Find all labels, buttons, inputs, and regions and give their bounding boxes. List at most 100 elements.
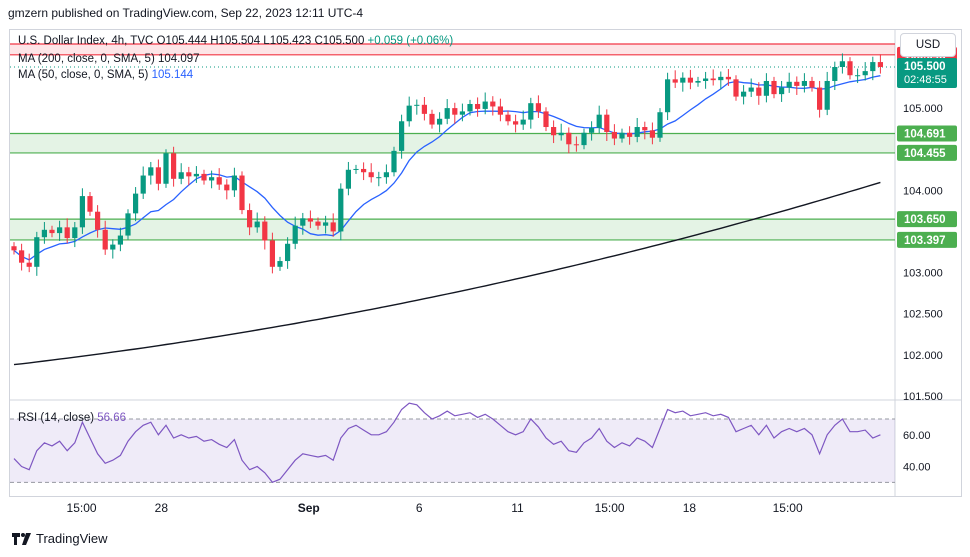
price-tag-label: 104.455	[904, 148, 946, 160]
candle-body	[452, 108, 458, 115]
candle-body	[756, 87, 762, 96]
candle-body	[779, 87, 785, 95]
ma200-value: 104.097	[157, 53, 200, 65]
candle-body	[459, 111, 465, 115]
rsi-legend[interactable]: RSI (14, close) 56.66	[18, 412, 126, 424]
candle-body	[725, 76, 731, 80]
candle-body	[824, 80, 830, 110]
candle-body	[361, 168, 367, 173]
currency-button[interactable]: USD	[900, 33, 956, 57]
price-tick-label: 104.000	[903, 185, 943, 197]
candle-body	[307, 218, 313, 222]
candle-body	[102, 229, 108, 250]
candle-body	[186, 172, 192, 177]
candle-body	[34, 237, 40, 267]
candle-body	[292, 225, 298, 244]
candle-body	[406, 105, 412, 122]
zone-support-1	[10, 133, 895, 153]
candle-body	[254, 221, 260, 228]
ma50-legend[interactable]: MA (50, close, 0, SMA, 5) 105.144	[18, 69, 193, 81]
chart-frame	[9, 29, 962, 497]
time-tick-label: 15:00	[773, 501, 803, 515]
candle-body	[376, 177, 382, 179]
candle-body	[634, 127, 640, 137]
candle-body	[444, 108, 450, 119]
candle-body	[513, 121, 519, 125]
candle-body	[862, 71, 868, 76]
candle-body	[277, 261, 283, 267]
candle-body	[535, 103, 541, 112]
candle-body	[733, 79, 739, 97]
candle-body	[72, 227, 78, 239]
symbol-name: U.S. Dollar Index, 4h, TVC	[18, 35, 154, 47]
candle-body	[794, 81, 800, 86]
candle-body	[323, 222, 329, 226]
candle-body	[741, 91, 747, 97]
candle-body	[95, 211, 101, 230]
ma200-line	[13, 181, 881, 366]
price-tag-label: 103.397	[904, 235, 946, 247]
candle-body	[155, 167, 161, 184]
candle-body	[497, 106, 503, 115]
price-tag-103.650	[897, 211, 957, 228]
candle-body	[589, 127, 595, 133]
time-tick-label: 15:00	[595, 501, 625, 515]
candle-body	[505, 114, 511, 122]
rsi-value: 56.66	[97, 412, 127, 424]
candle-body	[558, 132, 564, 136]
price-tag-104.691	[897, 125, 957, 142]
candle-body	[596, 114, 602, 128]
price-tag-104.455	[897, 144, 957, 161]
candle-body	[315, 221, 321, 226]
candle-body	[64, 227, 70, 239]
rsi-tick-label: 60.00	[903, 430, 931, 442]
candle-body	[391, 150, 397, 173]
candle-body	[368, 172, 374, 178]
ohlc-high: H105.504	[210, 35, 261, 47]
candle-body	[467, 104, 473, 112]
price-tag-label: 104.691	[904, 129, 946, 141]
candle-body	[133, 193, 139, 214]
candle-body	[338, 188, 344, 232]
ma50-value: 105.144	[151, 69, 194, 81]
rsi-tick-label: 40.00	[903, 462, 931, 474]
candle-body	[649, 130, 655, 138]
price-tick-label: 102.000	[903, 350, 943, 362]
candle-body	[801, 80, 807, 86]
candle-body	[117, 235, 123, 245]
candle-body	[201, 173, 207, 181]
candle-body	[528, 103, 534, 120]
candle-body	[216, 177, 222, 185]
candle-body	[178, 172, 184, 179]
ma200-label: MA (200, close, 0, SMA, 5)	[18, 53, 155, 65]
candle-body	[718, 76, 724, 81]
ma200-legend[interactable]: MA (200, close, 0, SMA, 5) 104.097	[18, 53, 200, 65]
candle-body	[566, 132, 572, 145]
candle-body	[543, 111, 549, 128]
candle-body	[269, 240, 275, 267]
candle-body	[429, 113, 435, 125]
footer-brand[interactable]: TradingView	[12, 531, 108, 546]
candle-body	[231, 175, 237, 191]
time-tick-label: 6	[416, 501, 423, 515]
candle-body	[11, 246, 17, 251]
candle-body	[330, 222, 336, 232]
candle-body	[817, 87, 823, 110]
zone-resistance	[10, 43, 895, 55]
candle-body	[262, 221, 268, 241]
candle-body	[839, 61, 845, 67]
candle-body	[475, 104, 481, 109]
candle-body	[551, 127, 557, 136]
candle-body	[41, 229, 47, 238]
candle-body	[57, 227, 63, 234]
candle-body	[490, 101, 496, 107]
ohlc-open: O105.444	[156, 35, 208, 47]
candle-body	[353, 168, 359, 170]
candle-body	[345, 169, 351, 189]
price-tick-label: 105.000	[903, 103, 943, 115]
ohlc-low: L105.423	[263, 35, 312, 47]
time-tick-label: 15:00	[67, 501, 97, 515]
candle-body	[771, 80, 777, 95]
candle-body	[482, 101, 488, 109]
